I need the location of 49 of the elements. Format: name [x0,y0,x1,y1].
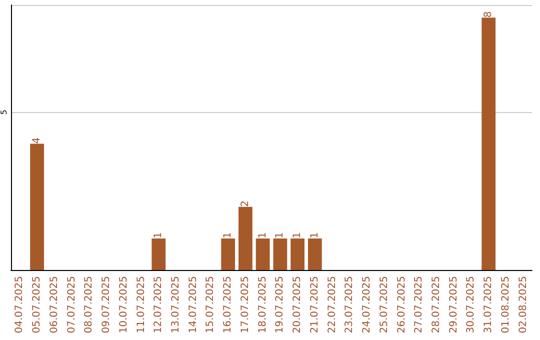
x-tick-label: 27.07.2025 [414,276,425,334]
bar [290,238,304,270]
bar [308,238,322,270]
x-tick-label: 11.07.2025 [136,276,147,334]
x-tick-label: 24.07.2025 [362,276,373,334]
y-tick-label: 5 [0,110,8,115]
bar [256,238,270,270]
data-label: 1 [257,232,268,238]
bar [152,238,166,270]
data-label: 8 [483,11,494,18]
x-tick-label: 23.07.2025 [344,276,356,334]
x-tick-label: 08.07.2025 [84,276,95,334]
x-tick-label: 01.08.2025 [500,276,512,334]
bar [273,238,288,270]
x-tick-label: 29.07.2025 [448,276,460,334]
bar [221,238,236,270]
x-tick-label: 25.07.2025 [378,276,390,334]
data-label: 1 [274,232,286,238]
data-label: 1 [153,232,164,238]
x-tick-label: 30.07.2025 [466,276,477,334]
x-tick-label: 14.07.2025 [188,276,199,334]
bar [238,206,252,270]
data-label: 1 [292,232,304,238]
x-tick-label: 17.07.2025 [240,276,251,334]
x-tick-label: 16.07.2025 [222,276,234,334]
x-tick-label: 09.07.2025 [101,276,112,334]
x-tick-label: 02.08.2025 [518,276,529,334]
x-tick-label: 07.07.2025 [66,276,78,334]
data-label: 4 [32,137,43,144]
x-tick-label: 12.07.2025 [153,276,164,334]
x-tick-label: 18.07.2025 [257,276,268,334]
x-tick-label: 28.07.2025 [430,276,442,334]
x-tick-label: 04.07.2025 [14,276,26,334]
x-tick-label: 10.07.2025 [118,276,130,334]
x-tick-label: 26.07.2025 [396,276,408,334]
x-tick-label: 19.07.2025 [274,276,286,334]
data-label: 1 [309,232,320,238]
x-tick-label: 15.07.2025 [205,276,216,334]
x-tick-label: 13.07.2025 [170,276,182,334]
x-tick-label: 06.07.2025 [48,276,60,334]
x-tick-label: 31.07.2025 [483,276,494,334]
x-tick-label: 22.07.2025 [326,276,338,334]
x-tick-label: 05.07.2025 [32,276,43,334]
bar [482,18,496,270]
data-label: 1 [222,232,234,238]
x-tick-label: 20.07.2025 [292,276,304,334]
bar [30,144,44,270]
data-label: 2 [240,200,251,207]
x-tick-label: 21.07.2025 [309,276,320,334]
